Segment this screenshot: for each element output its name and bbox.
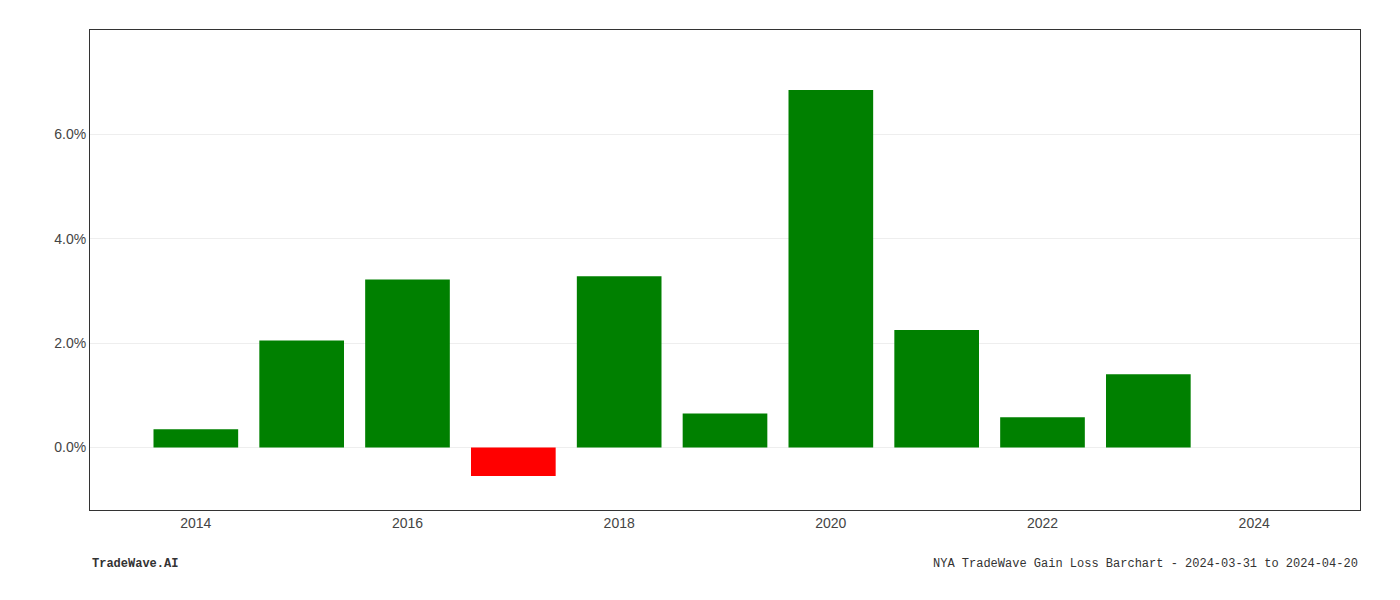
svg-text:2022: 2022 [1027,515,1058,531]
svg-text:2016: 2016 [392,515,423,531]
svg-text:2.0%: 2.0% [54,335,86,351]
svg-text:2020: 2020 [815,515,846,531]
svg-text:NYA TradeWave Gain Loss Barcha: NYA TradeWave Gain Loss Barchart - 2024-… [933,557,1358,571]
svg-text:6.0%: 6.0% [54,126,86,142]
svg-text:2014: 2014 [180,515,211,531]
svg-text:TradeWave.AI: TradeWave.AI [92,557,178,571]
svg-text:0.0%: 0.0% [54,439,86,455]
svg-text:2018: 2018 [604,515,635,531]
svg-text:2024: 2024 [1239,515,1270,531]
svg-text:4.0%: 4.0% [54,231,86,247]
